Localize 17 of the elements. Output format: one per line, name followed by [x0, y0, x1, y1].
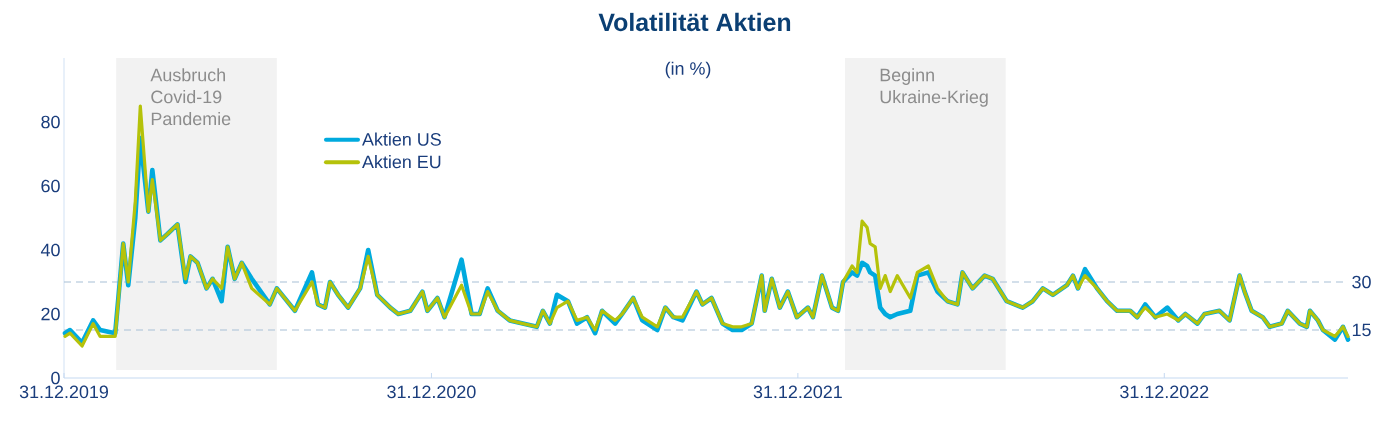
band-label: Beginn Ukraine-Krieg	[880, 68, 988, 107]
x-tick-label: 31.12.2019	[19, 385, 109, 399]
y-tick-label: 40	[40, 243, 60, 257]
x-tick-label: 31.12.2021	[753, 385, 842, 399]
ref-line-label: 15	[1352, 323, 1371, 337]
y-tick-label: 60	[41, 179, 60, 193]
y-tick-label: 20	[41, 307, 60, 321]
legend-label: Aktien EU	[362, 155, 441, 169]
chart-subtitle: (in %)	[665, 61, 711, 79]
band-label: Ausbruch Covid-19 Pandemie	[150, 68, 231, 126]
x-tick-label: 31.12.2022	[1120, 385, 1209, 399]
legend-label: Aktien US	[362, 132, 441, 146]
y-tick-label: 0	[51, 371, 60, 385]
chart-title: Volatilität Aktien	[598, 12, 791, 32]
ref-line-label: 30	[1352, 275, 1371, 289]
x-tick-label: 31.12.2020	[387, 385, 476, 399]
y-tick-label: 80	[41, 115, 60, 129]
